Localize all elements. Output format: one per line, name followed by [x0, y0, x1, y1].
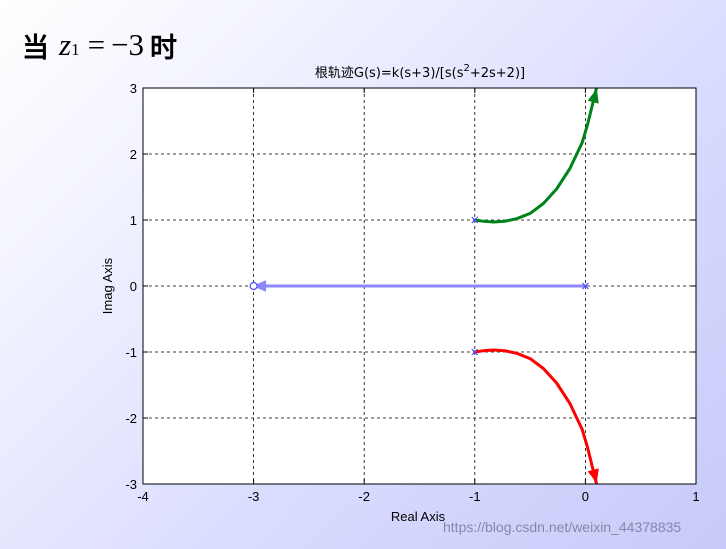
pole-zero-markers	[249, 216, 589, 356]
watermark: https://blog.csdn.net/weixin_44378835	[443, 519, 682, 535]
x-tick-label: 1	[692, 489, 699, 504]
x-tick-label: -3	[248, 489, 260, 504]
y-tick-label: 3	[130, 81, 137, 96]
heading-suffix: 时	[150, 32, 178, 64]
arrow-head-1	[587, 88, 599, 104]
heading-equals: =	[87, 27, 106, 62]
y-tick-label: -2	[125, 411, 137, 426]
chart-title: 根轨迹G(s)=k(s+3)/[s(s2+2s+2)]	[315, 63, 525, 81]
heading-value: −3	[111, 27, 145, 62]
page-heading: 当 z 1 = −3 时	[22, 23, 177, 67]
x-tick-label: -2	[358, 489, 370, 504]
zero-marker	[249, 281, 258, 291]
arrow-head-3	[587, 468, 599, 484]
arrow-head-2	[252, 280, 267, 292]
x-axis-label: Real Axis	[391, 509, 446, 524]
y-axis-label: Imag Axis	[100, 257, 115, 314]
x-tick-label: -4	[137, 489, 149, 504]
heading-formula: z 1 = −3	[59, 27, 144, 63]
heading-variable: z	[59, 27, 72, 62]
direction-arrows	[252, 88, 599, 484]
locus-branch-1	[473, 88, 598, 224]
heading-subscript: 1	[71, 40, 80, 59]
y-tick-label: 0	[130, 279, 137, 294]
x-tick-label: -1	[469, 489, 481, 504]
x-tick-label: 0	[582, 489, 589, 504]
pole-marker	[581, 282, 589, 290]
heading-prefix: 当	[22, 32, 49, 64]
y-tick-label: -1	[125, 345, 137, 360]
locus-branches	[252, 88, 598, 484]
y-tick-label: -3	[125, 477, 137, 492]
pole-marker	[471, 216, 479, 224]
y-tick-label: 1	[130, 213, 137, 228]
y-tick-label: 2	[130, 147, 137, 162]
pole-marker	[471, 348, 479, 356]
locus-branch-3	[473, 348, 598, 484]
